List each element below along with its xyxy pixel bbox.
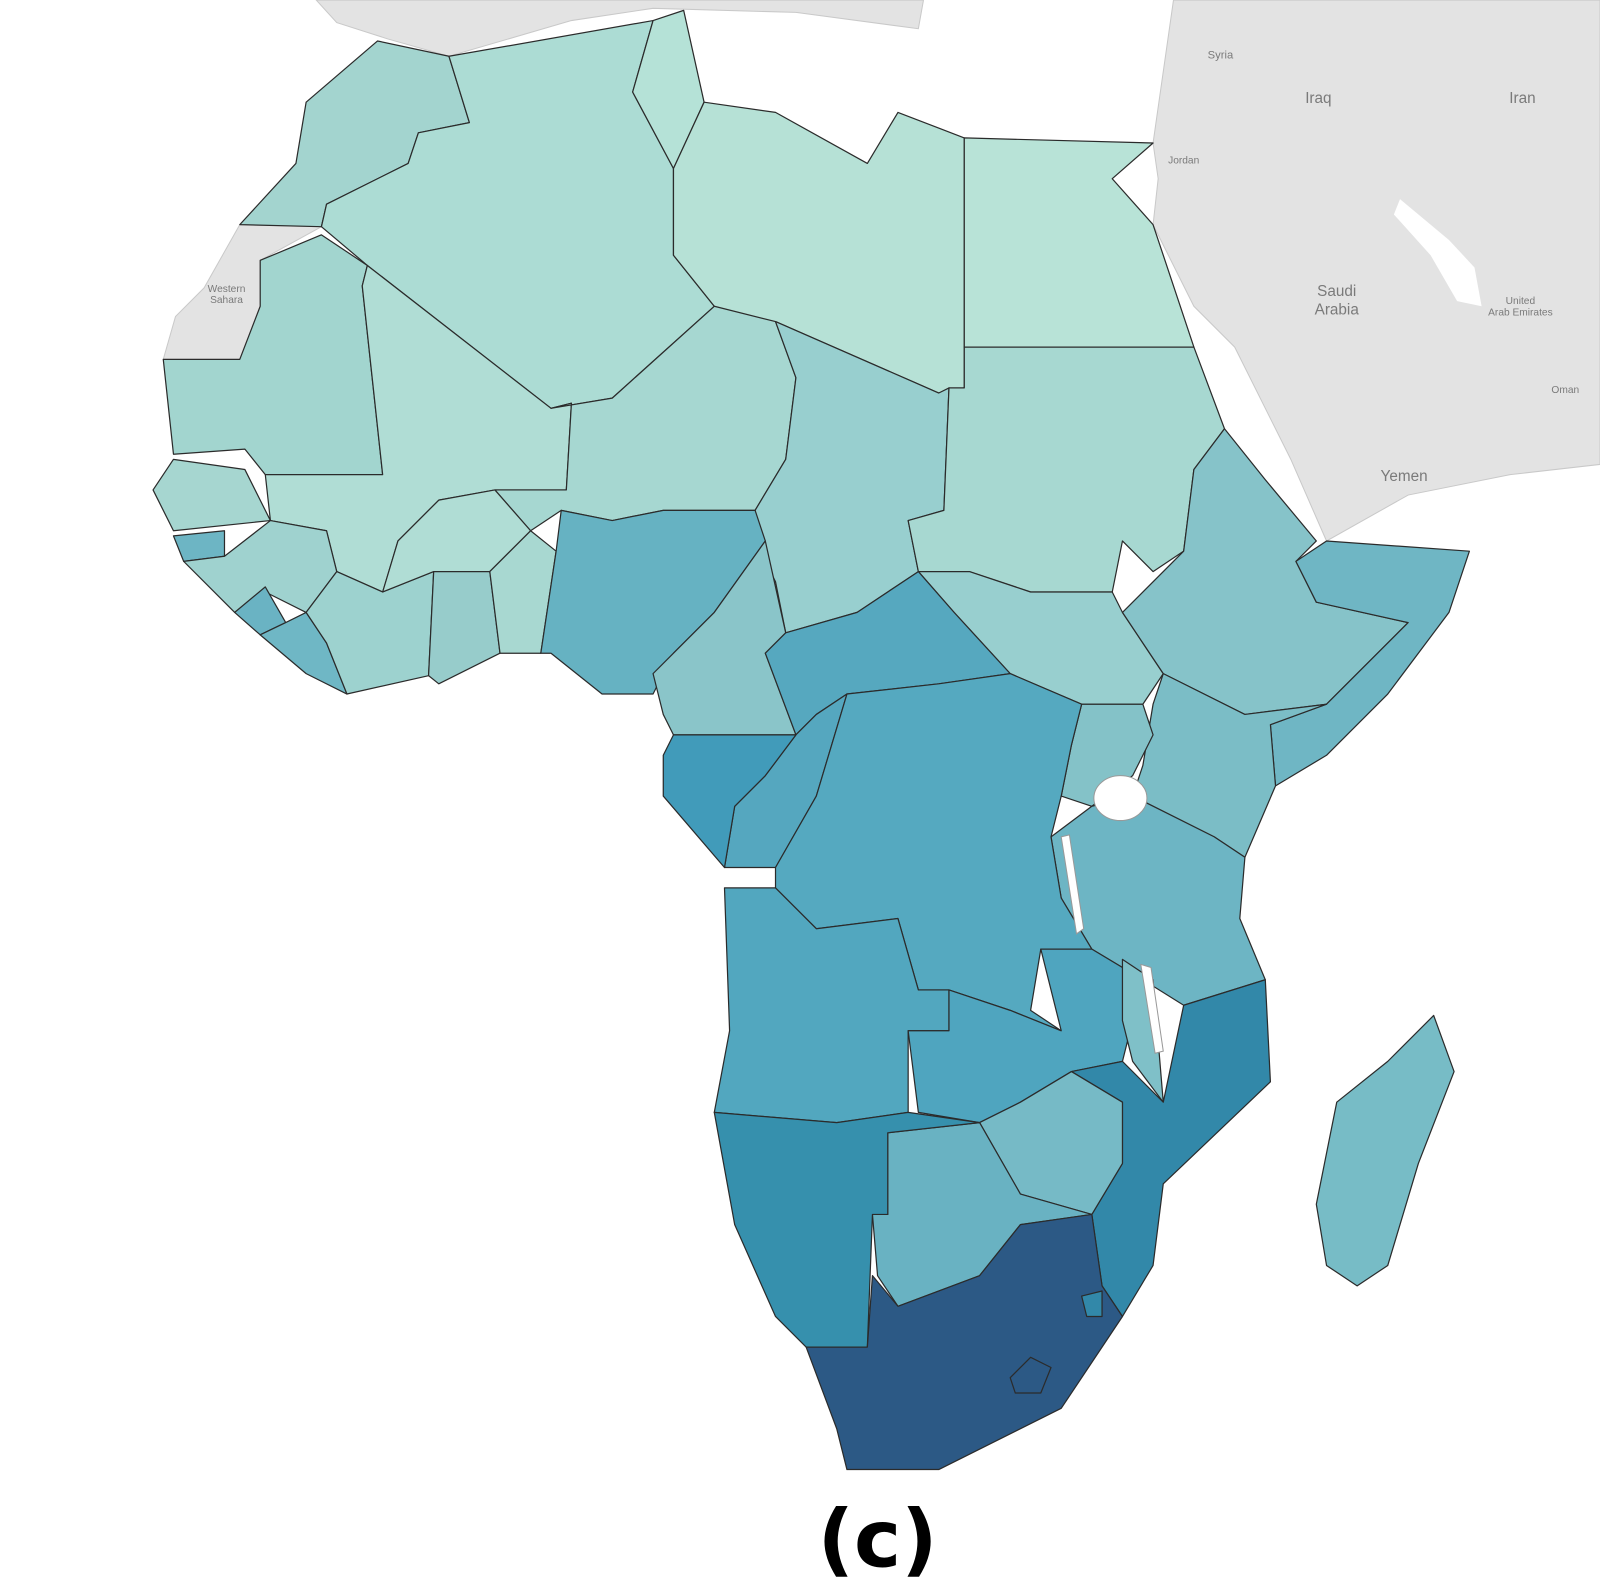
lake [1093, 775, 1148, 822]
background-land [162, 0, 1600, 542]
africa [152, 9, 1471, 1471]
map-label: Oman [1551, 385, 1579, 396]
lake [1140, 963, 1164, 1054]
map-label: Arab Emirates [1488, 307, 1553, 318]
region [162, 234, 384, 476]
map-label: Sahara [210, 295, 243, 306]
map-label: Iraq [1305, 90, 1331, 107]
region [805, 1213, 1124, 1471]
map-label: Saudi [1317, 283, 1356, 300]
map-label: Jordan [1168, 155, 1199, 166]
map-label: Western [208, 284, 246, 295]
region [152, 458, 272, 532]
region [1315, 1014, 1455, 1287]
caption: (c) [818, 1492, 938, 1585]
region [427, 570, 501, 685]
map-label: Syria [1208, 49, 1234, 61]
region [1269, 540, 1471, 787]
map-label: United [1506, 296, 1536, 307]
region [1081, 1290, 1103, 1318]
region [713, 1111, 981, 1348]
lake [1060, 834, 1085, 935]
region [662, 734, 797, 869]
map-label: Yemen [1381, 468, 1428, 485]
map-label: Iran [1509, 90, 1535, 107]
region [1009, 1356, 1052, 1394]
map-label: Arabia [1315, 301, 1360, 318]
region [1050, 795, 1266, 1006]
labels: Syria Iraq Iran Jordan Saudi Arabia Unit… [208, 49, 1580, 484]
